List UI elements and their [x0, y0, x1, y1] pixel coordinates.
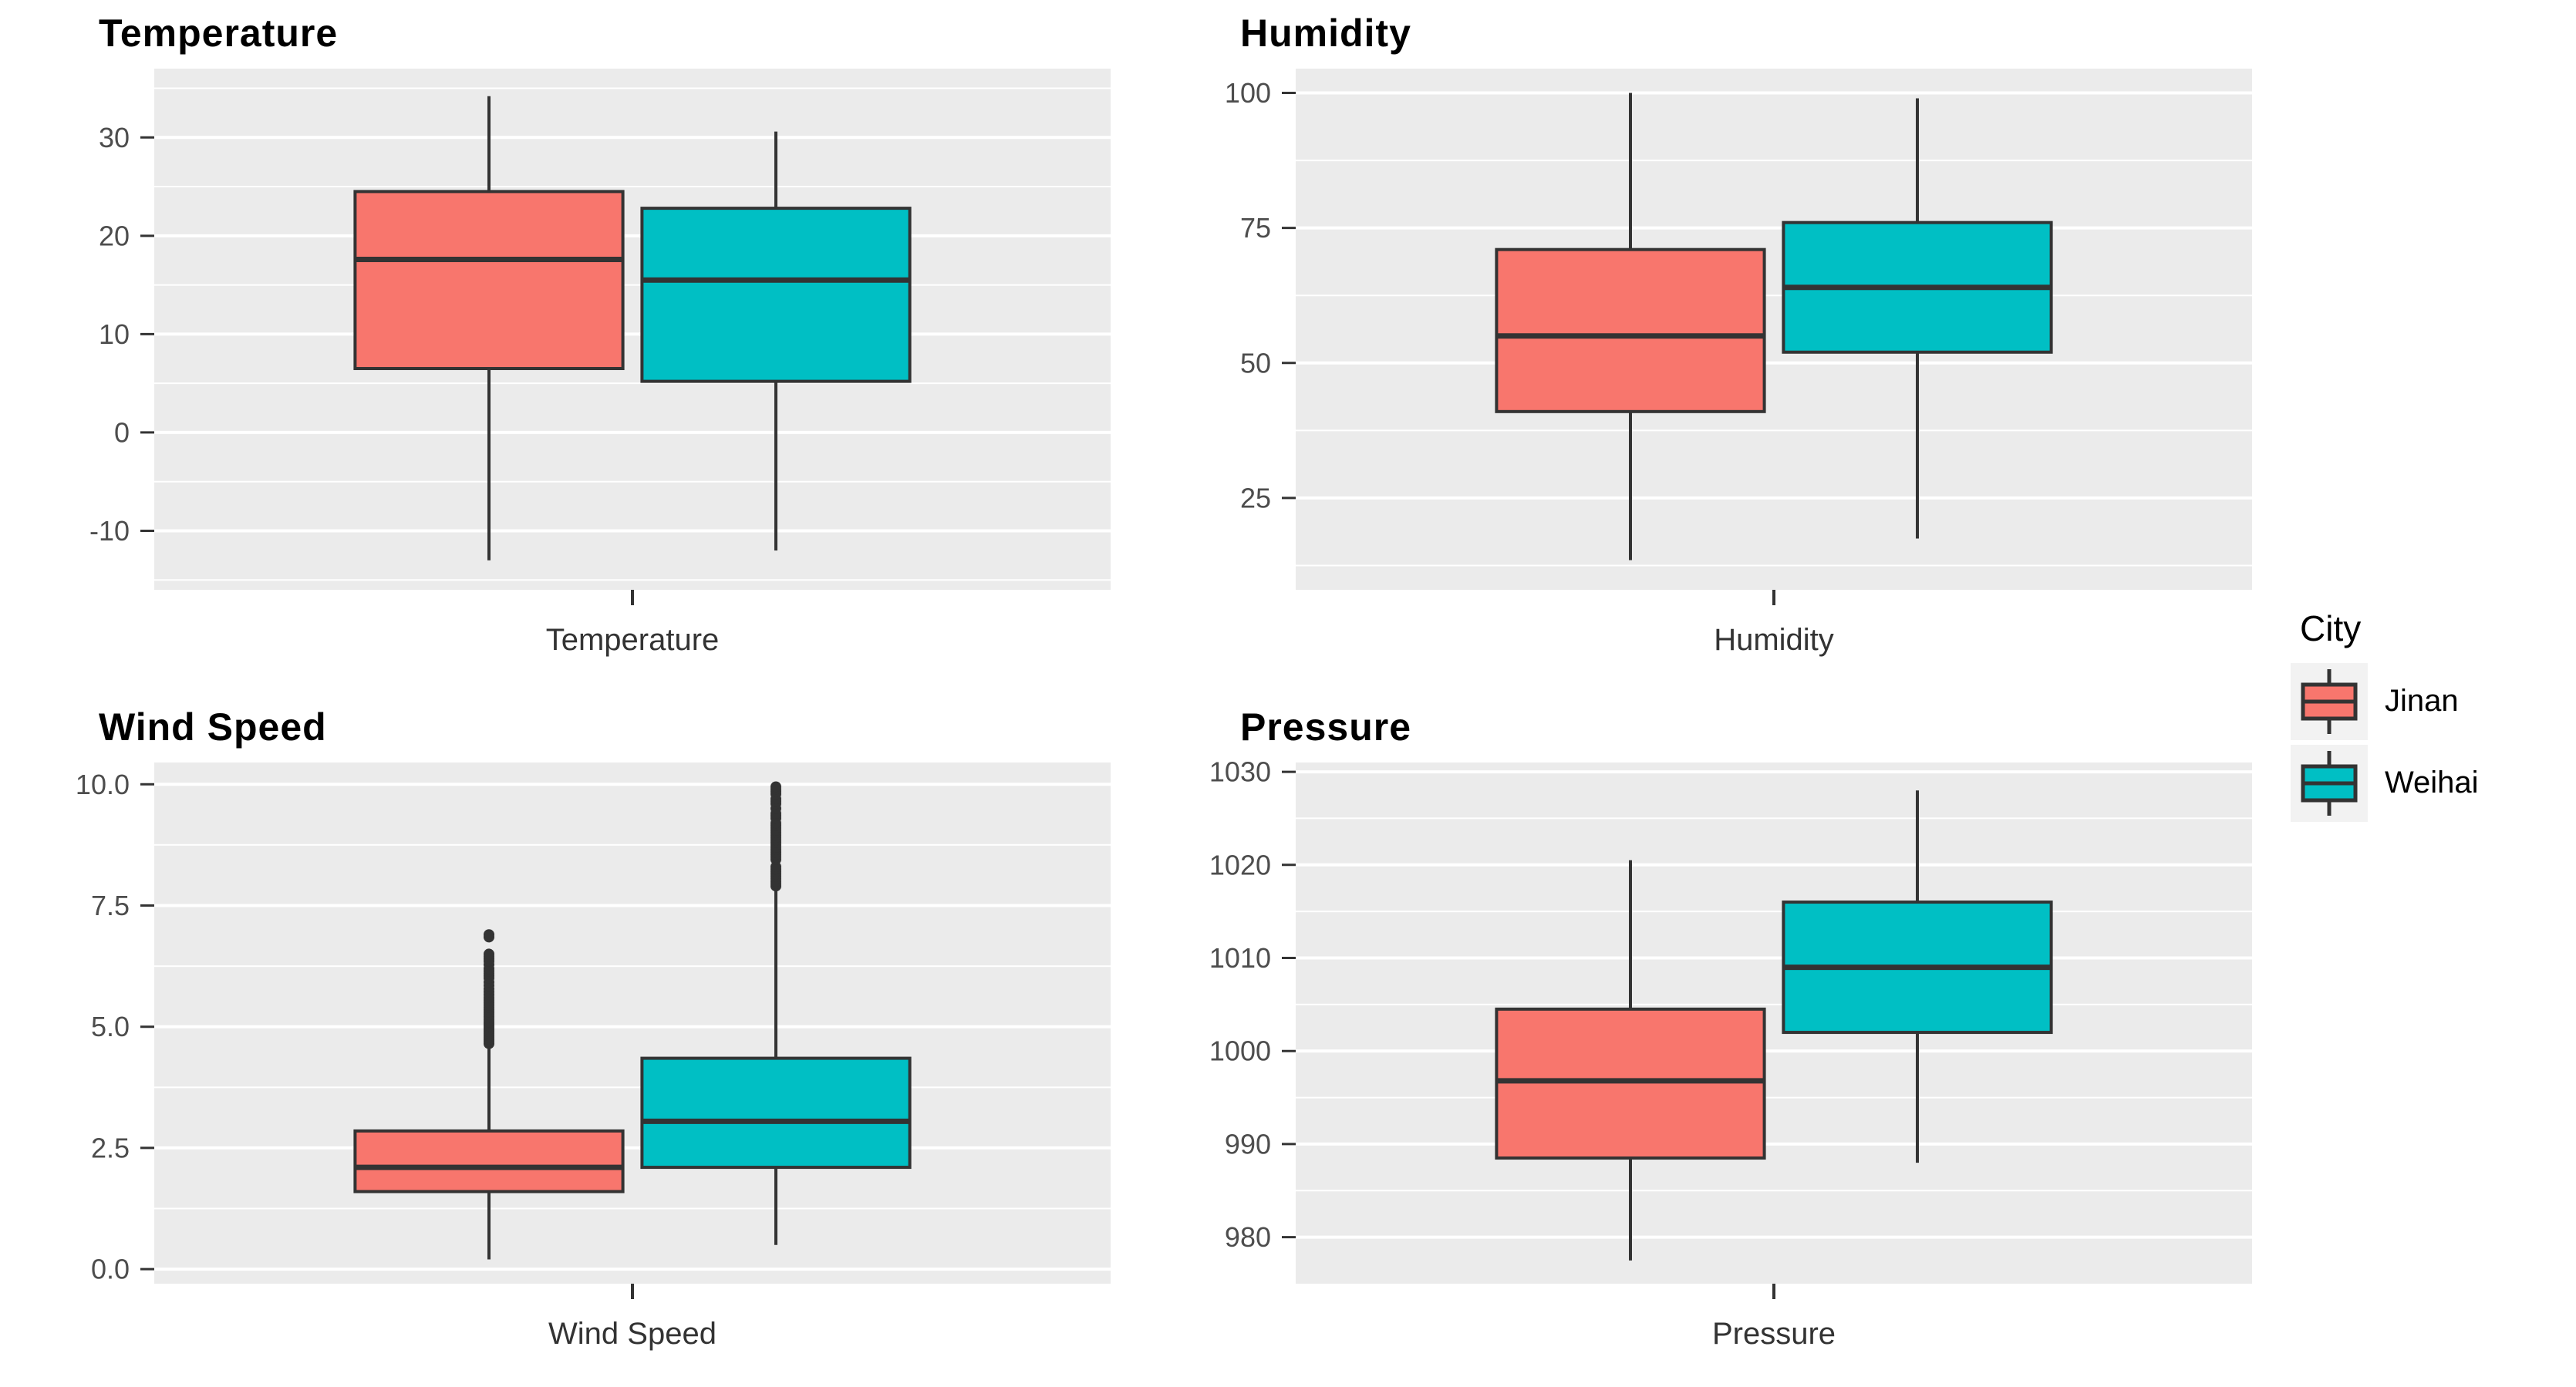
svg-text:10: 10 — [99, 318, 130, 350]
svg-text:0: 0 — [114, 416, 130, 448]
svg-text:1010: 1010 — [1209, 942, 1271, 974]
wind-speed-boxplot-chart: 0.0 2.5 5.0 7.5 10.0 Wind Speed — [76, 763, 1111, 1351]
svg-text:1020: 1020 — [1209, 849, 1271, 880]
svg-text:7.5: 7.5 — [91, 890, 130, 921]
svg-text:5.0: 5.0 — [91, 1011, 130, 1042]
svg-text:75: 75 — [1240, 212, 1271, 244]
temperature-boxplot-chart: -10 0 10 20 30 Temperature — [89, 69, 1111, 657]
svg-text:Pressure: Pressure — [1712, 1317, 1836, 1351]
jinan-boxplot-key-icon — [2291, 662, 2368, 740]
svg-text:30: 30 — [99, 122, 130, 153]
pressure-boxplot-chart: 980 990 1000 1010 1020 1030 Pressure — [1209, 756, 2252, 1351]
svg-text:1030: 1030 — [1209, 756, 1271, 788]
svg-text:Temperature: Temperature — [546, 623, 720, 657]
humidity-plot: Humidity 25 50 75 100 Humidity — [1141, 0, 2283, 694]
svg-text:Wind Speed: Wind Speed — [548, 1317, 716, 1351]
svg-text:20: 20 — [99, 220, 130, 251]
svg-text:0.0: 0.0 — [91, 1254, 130, 1285]
legend: City Jinan Weihai — [2291, 608, 2479, 826]
svg-text:Humidity: Humidity — [1714, 623, 1834, 657]
legend-item-jinan: Jinan — [2291, 662, 2479, 740]
legend-item-weihai: Weihai — [2291, 744, 2479, 822]
svg-text:2.5: 2.5 — [91, 1132, 130, 1163]
humidity-boxplot-chart: 25 50 75 100 Humidity — [1225, 69, 2252, 657]
temperature-plot: Temperature -10 0 10 20 30 Temperature — [0, 0, 1141, 694]
legend-label-weihai: Weihai — [2385, 766, 2479, 800]
svg-text:10.0: 10.0 — [76, 769, 130, 800]
legend-label-jinan: Jinan — [2385, 684, 2459, 718]
pressure-plot-title: Pressure — [1240, 705, 1412, 749]
svg-text:990: 990 — [1225, 1128, 1271, 1160]
legend-area: City Jinan Weihai — [2283, 0, 2576, 1387]
svg-text:50: 50 — [1240, 347, 1271, 379]
weihai-boxplot-key-icon — [2291, 744, 2368, 822]
humidity-plot-title: Humidity — [1240, 12, 1411, 55]
svg-text:1000: 1000 — [1209, 1035, 1271, 1067]
pressure-plot: Pressure 980 990 1000 1010 1020 1030 Pressure — [1141, 694, 2283, 1387]
svg-text:980: 980 — [1225, 1221, 1271, 1253]
wind-speed-plot: Wind Speed 0.0 2.5 5.0 7.5 10.0 Wind Speed — [0, 694, 1141, 1387]
wind-speed-plot-title: Wind Speed — [99, 705, 327, 749]
svg-text:25: 25 — [1240, 482, 1271, 513]
legend-title: City — [2300, 608, 2362, 648]
svg-text:100: 100 — [1225, 77, 1271, 109]
svg-text:-10: -10 — [89, 515, 130, 547]
temperature-plot-title: Temperature — [99, 12, 339, 55]
